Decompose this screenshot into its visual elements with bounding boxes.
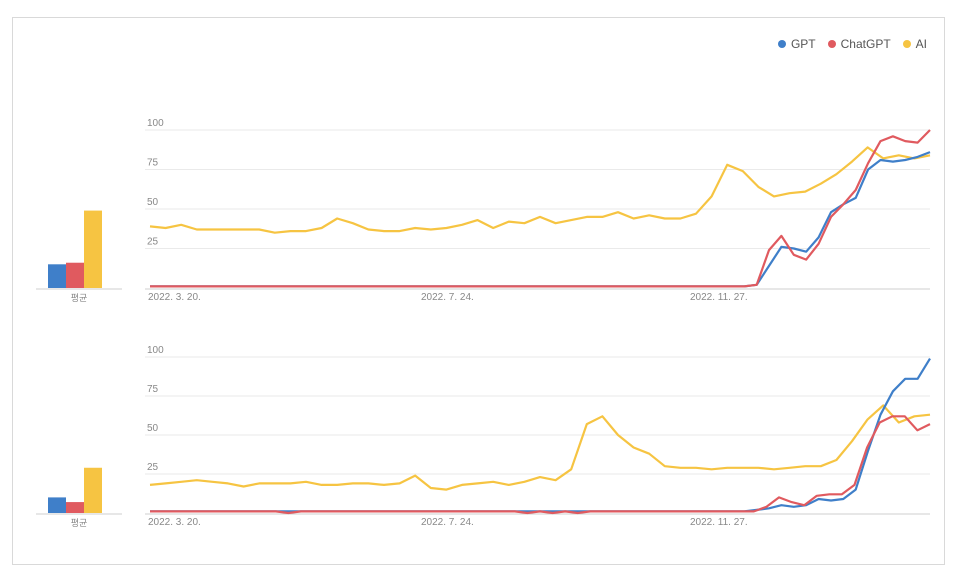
y-tick-label: 100 xyxy=(147,345,164,356)
legend-item-gpt[interactable]: GPT xyxy=(777,37,816,51)
legend-item-ai[interactable]: AI xyxy=(902,37,927,51)
avg-label: 평균 xyxy=(71,293,88,303)
avg-bar-gpt xyxy=(48,264,66,288)
avg-bar-ai xyxy=(84,467,102,513)
x-tick-label: 2022. 11. 27. xyxy=(690,517,748,528)
series-line-chatgpt xyxy=(150,415,931,515)
avg-bar-chatgpt xyxy=(66,502,84,513)
legend-marker-gpt xyxy=(777,40,786,48)
avg-bar-chatgpt xyxy=(66,262,84,288)
series-line-ai xyxy=(149,404,931,491)
legend-marker-chatgpt xyxy=(827,40,836,48)
y-tick-label: 75 xyxy=(147,384,159,395)
legend-label-chatgpt: ChatGPT xyxy=(840,37,891,51)
y-tick-label: 100 xyxy=(147,118,164,129)
legend-marker-ai xyxy=(902,40,911,48)
chart-legend: GPT ChatGPT AI xyxy=(777,37,927,51)
y-tick-label: 25 xyxy=(147,462,159,473)
avg-bar-ai xyxy=(84,210,102,288)
series-line-chatgpt xyxy=(150,129,931,288)
series-line-gpt xyxy=(150,151,931,288)
x-tick-label: 2022. 7. 24. xyxy=(421,292,474,303)
y-tick-label: 25 xyxy=(147,237,159,248)
x-tick-label: 2022. 11. 27. xyxy=(690,292,748,303)
y-tick-label: 50 xyxy=(147,423,159,434)
legend-item-chatgpt[interactable]: ChatGPT xyxy=(827,37,891,51)
x-tick-label: 2022. 3. 20. xyxy=(148,292,201,303)
chart-panel-1: 25 50 75 100 2022. 3. 20. 2022. 7. 24. 2022. 1… xyxy=(36,118,931,303)
avg-bar-gpt xyxy=(48,497,66,513)
x-tick-label: 2022. 7. 24. xyxy=(421,517,474,528)
y-tick-label: 50 xyxy=(147,197,159,208)
y-tick-label: 75 xyxy=(147,158,159,169)
legend-label-ai: AI xyxy=(915,37,927,51)
series-line-ai xyxy=(149,146,931,234)
x-tick-label: 2022. 3. 20. xyxy=(148,517,201,528)
chart-panel-2: 25 50 75 100 2022. 3. 20. 2022. 7. 24. 2022. 1… xyxy=(36,345,931,528)
avg-label: 평균 xyxy=(71,518,88,528)
legend-label-gpt: GPT xyxy=(790,37,816,51)
